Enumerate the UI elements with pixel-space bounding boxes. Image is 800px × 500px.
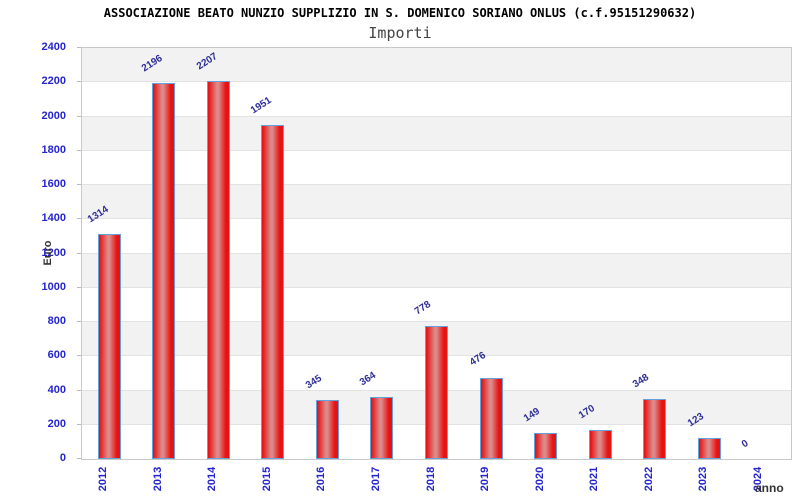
y-tick-label: 800 — [47, 315, 66, 327]
plot-band — [82, 185, 791, 220]
chart-subtitle: Importi — [368, 24, 432, 42]
plot-band — [82, 82, 791, 117]
bar-2014 — [206, 81, 230, 459]
x-tick-label-2019: 2019 — [479, 466, 492, 492]
x-tick-label-2023: 2023 — [697, 466, 710, 492]
y-axis-title: Euro — [42, 239, 54, 266]
x-tick-label-2020: 2020 — [533, 466, 546, 492]
y-axis-tick — [77, 389, 81, 391]
plot-band — [82, 219, 791, 254]
y-tick-label: 1800 — [41, 143, 66, 156]
bar-2019 — [479, 377, 503, 459]
x-tick-label-2016: 2016 — [315, 466, 328, 492]
chart-title: ASSOCIAZIONE BEATO NUNZIO SUPPLIZIO IN S… — [103, 6, 697, 20]
y-axis-tick — [77, 184, 81, 185]
y-tick-label: 2000 — [41, 109, 66, 122]
y-tick-label: 200 — [47, 417, 66, 430]
x-axis-title: anno — [755, 481, 784, 495]
x-tick-label-2022: 2022 — [642, 466, 655, 492]
bar-2013 — [152, 82, 176, 459]
y-tick-label: 1200 — [41, 246, 66, 259]
bar-2018 — [425, 325, 448, 459]
y-axis-tick — [77, 115, 81, 117]
y-axis-tick — [77, 458, 81, 459]
bar-2015 — [261, 124, 285, 459]
plot-band — [82, 253, 791, 288]
y-axis-tick — [77, 218, 81, 220]
y-axis-tick — [77, 149, 81, 151]
plot-band — [82, 48, 791, 83]
y-axis-tick — [77, 355, 81, 357]
x-tick-label-2012: 2012 — [97, 466, 110, 492]
bar-2012 — [97, 233, 121, 459]
y-tick-label: 2400 — [41, 41, 66, 53]
x-tick-label-2021: 2021 — [588, 466, 601, 492]
x-tick-label-2017: 2017 — [369, 466, 382, 492]
y-axis-tick — [77, 47, 81, 48]
bar-2022 — [643, 399, 667, 459]
y-tick-label: 0 — [59, 452, 66, 464]
bar-2023 — [697, 437, 721, 459]
y-axis-tick — [77, 252, 81, 254]
x-tick-label-2015: 2015 — [260, 466, 273, 492]
y-axis-tick — [77, 286, 81, 288]
y-tick-label: 400 — [47, 383, 66, 396]
bar-2017 — [370, 396, 394, 459]
y-tick-label: 1000 — [41, 280, 66, 293]
bar-2016 — [315, 399, 339, 459]
y-axis-tick — [77, 81, 81, 83]
y-axis-tick — [77, 321, 81, 322]
y-tick-label: 2200 — [41, 75, 66, 88]
y-tick-label: 1400 — [41, 212, 66, 225]
x-tick-label-2014: 2014 — [206, 466, 219, 492]
plot-band — [82, 116, 791, 151]
y-tick-label: 1600 — [41, 178, 66, 190]
y-axis-tick — [77, 423, 81, 425]
bar-2020 — [534, 433, 558, 459]
plot-area — [81, 47, 792, 460]
bar-2021 — [588, 429, 612, 459]
x-tick-label-2013: 2013 — [151, 466, 164, 492]
plot-band — [82, 287, 791, 322]
y-tick-label: 600 — [47, 349, 66, 362]
plot-band — [82, 150, 791, 185]
x-tick-label-2018: 2018 — [424, 466, 437, 492]
